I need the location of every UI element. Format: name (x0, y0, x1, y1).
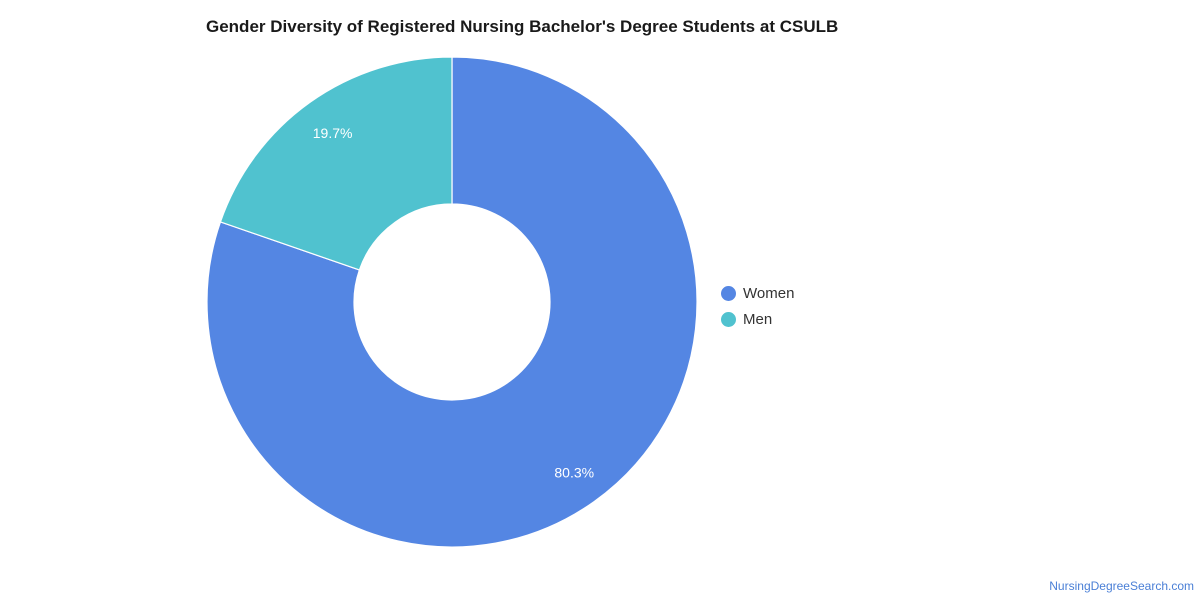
chart-title: Gender Diversity of Registered Nursing B… (206, 17, 839, 36)
legend-swatch-men (721, 311, 736, 327)
legend-label-men: Men (743, 310, 773, 328)
chart-legend: Women Men (721, 280, 794, 332)
slice-men[interactable] (219, 56, 453, 271)
source-watermark[interactable]: NursingDegreeSearch.com (1049, 579, 1194, 593)
legend-label-women: Women (743, 284, 795, 302)
legend-swatch-women (721, 285, 736, 301)
slice-label-men: 19.7% (313, 125, 353, 141)
slice-label-women: 80.3% (554, 464, 594, 480)
legend-item-women[interactable]: Women (721, 280, 794, 306)
legend-item-men[interactable]: Men (721, 306, 794, 332)
slice-women[interactable] (206, 56, 698, 548)
